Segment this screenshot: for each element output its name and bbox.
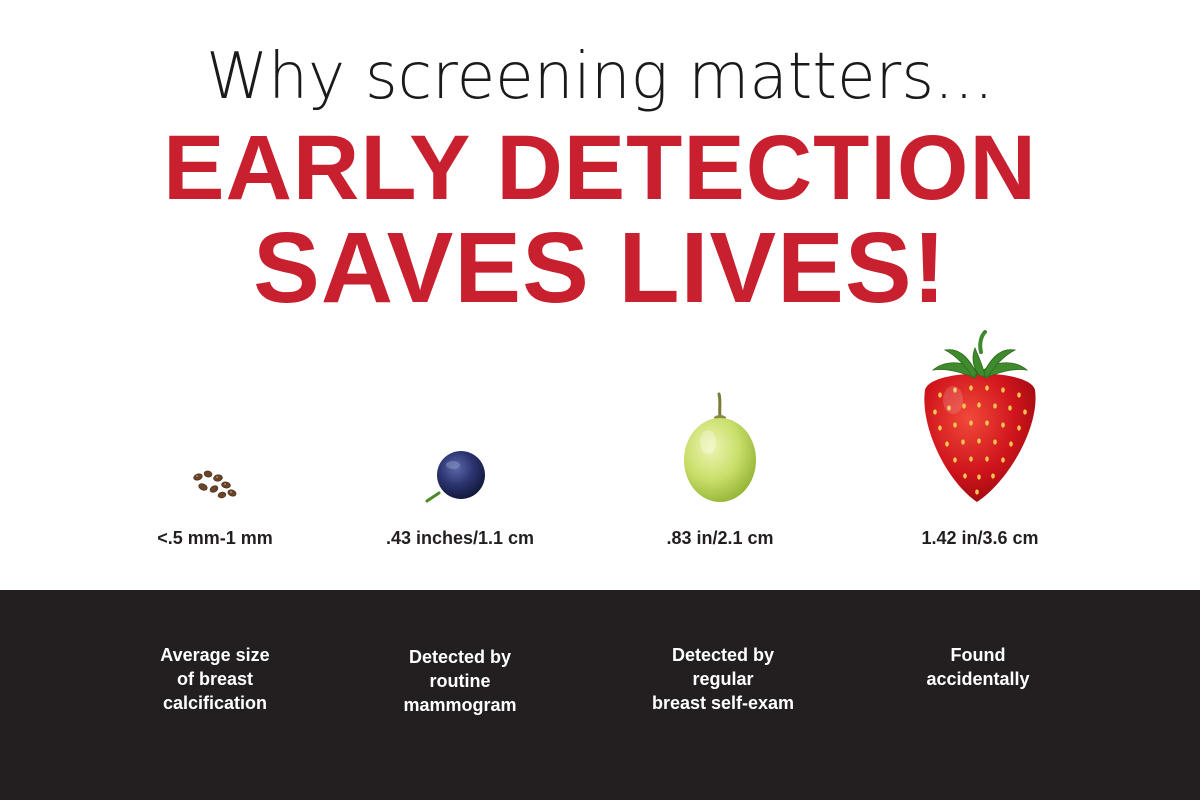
blueberry-icon [330,445,590,505]
size-label: <.5 mm-1 mm [157,528,273,548]
caption-self-exam: Detected by regular breast self-exam [651,645,795,713]
grape-icon [590,390,850,505]
size-label: 1.42 in/3.6 cm [921,528,1039,548]
size-label: .43 inches/1.1 cm [385,528,535,548]
header-section: Why screening matters... EARLY DETECTION… [85,40,1110,555]
title-line-1: EARLY DETECTION [163,117,1037,219]
headline: Why screening matters... [206,40,994,114]
seeds-icon [85,465,345,505]
caption-accidental: Found accidentally [926,645,1030,689]
caption-mammogram: Detected by routine mammogram [403,647,517,715]
size-label: .83 in/2.1 cm [666,528,774,548]
size-item-accidental: 1.42 in/3.6 cm [850,330,1110,555]
title-line-2: SAVES LIVES! [253,212,947,324]
strawberry-icon [850,330,1110,505]
size-item-mammogram: .43 inches/1.1 cm [330,355,590,555]
caption-calcification: Average size of breast calcification [160,645,270,713]
caption-band: Average size of breast calcification Det… [0,590,1200,800]
size-item-calcification: <.5 mm-1 mm [85,355,345,555]
size-item-self-exam: .83 in/2.1 cm [590,355,850,555]
